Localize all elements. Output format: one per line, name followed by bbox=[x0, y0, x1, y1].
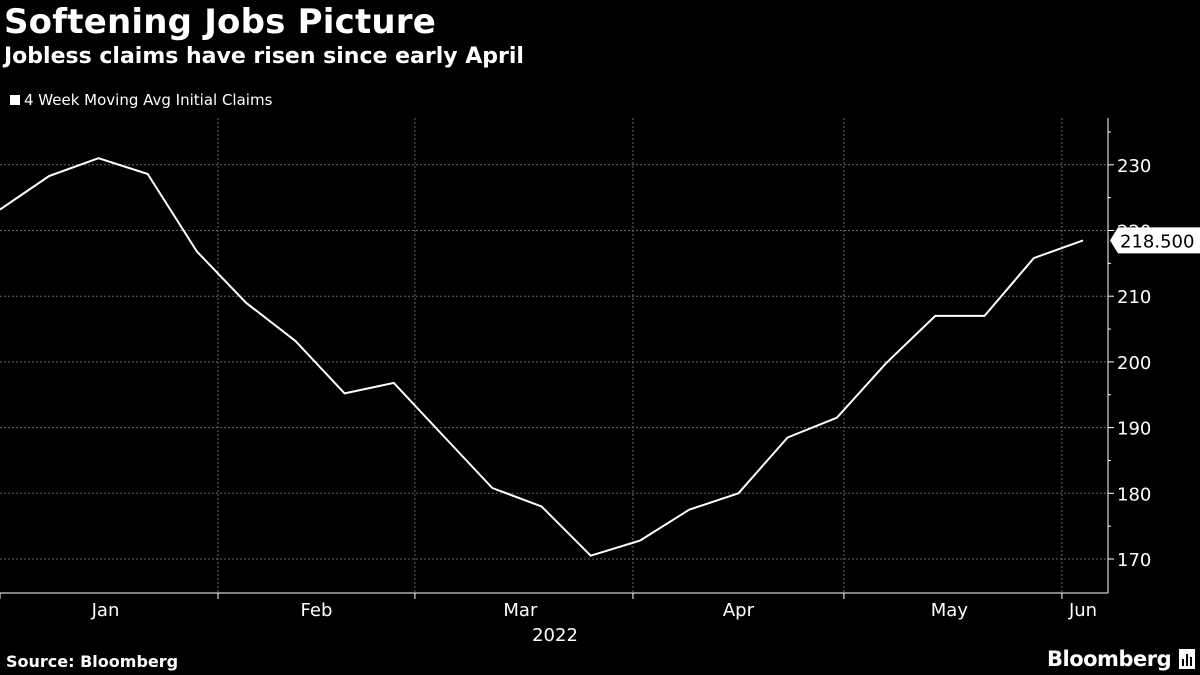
series: 218.500 bbox=[0, 157, 1200, 557]
last-value-label: 218.500 bbox=[1120, 231, 1194, 252]
source-text: Source: Bloomberg bbox=[6, 652, 179, 671]
x-tick-label: Jan bbox=[91, 600, 120, 621]
axes: 170180190200210220230JanFebMarAprMayJun bbox=[0, 118, 1151, 621]
last-value-callout: 218.500 bbox=[1110, 227, 1200, 254]
legend: 4 Week Moving Avg Initial Claims bbox=[10, 91, 272, 109]
labels: 2022 bbox=[532, 625, 578, 646]
y-tick-label: 170 bbox=[1117, 550, 1151, 571]
legend-swatch bbox=[10, 95, 20, 105]
brand-name: Bloomberg bbox=[1047, 647, 1172, 671]
x-axis-label: 2022 bbox=[532, 625, 578, 646]
y-tick-label: 230 bbox=[1117, 156, 1151, 177]
grid bbox=[0, 118, 1108, 593]
x-tick-label: Apr bbox=[723, 600, 755, 621]
x-tick-label: May bbox=[931, 600, 969, 621]
x-tick-label: Mar bbox=[503, 600, 538, 621]
bloomberg-chart-icon bbox=[1179, 649, 1196, 669]
y-tick-label: 180 bbox=[1117, 484, 1151, 505]
y-tick-label: 190 bbox=[1117, 419, 1151, 440]
callout-box bbox=[1110, 227, 1200, 254]
y-tick-label: 210 bbox=[1117, 287, 1151, 308]
series-line bbox=[0, 157, 1084, 557]
chart-subtitle: Jobless claims have risen since early Ap… bbox=[4, 44, 524, 69]
x-tick-label: Jun bbox=[1068, 600, 1097, 621]
x-tick-label: Feb bbox=[301, 600, 333, 621]
y-tick-label: 200 bbox=[1117, 353, 1151, 374]
legend-label: 4 Week Moving Avg Initial Claims bbox=[24, 91, 273, 109]
bloomberg-logo: Bloomberg bbox=[1047, 647, 1196, 671]
chart-title: Softening Jobs Picture bbox=[4, 2, 437, 42]
